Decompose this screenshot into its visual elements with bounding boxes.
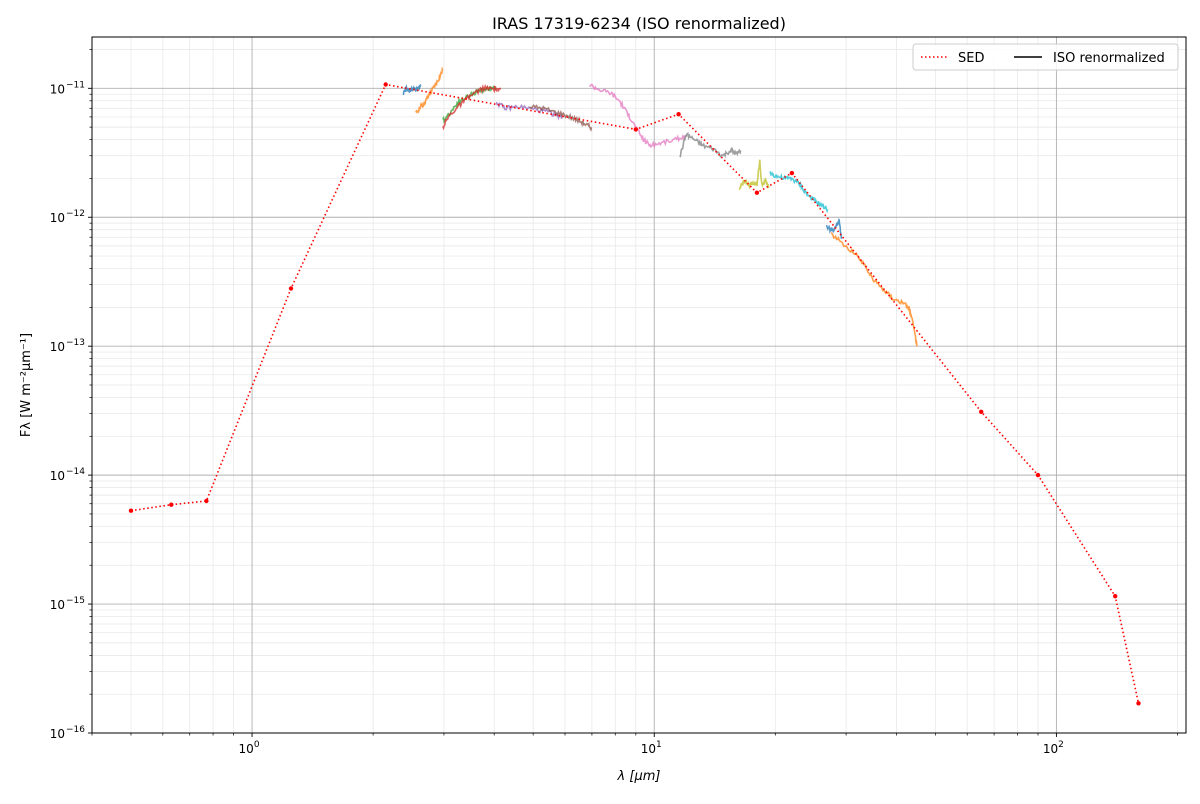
sed-point: [128, 508, 134, 513]
iso-spectrum-segment: [738, 159, 770, 190]
iso-spectrum-segment: [825, 218, 843, 239]
sed-point: [1136, 701, 1141, 706]
legend-sed-label: SED: [958, 51, 984, 66]
sed-point: [676, 112, 681, 117]
legend-iso-label: ISO renormalized: [1053, 51, 1165, 66]
chart-title: IRAS 17319-6234 (ISO renormalized): [492, 14, 786, 33]
x-axis-label: λ [μm]: [617, 769, 661, 784]
y-tick-label-exponent: −11: [66, 80, 85, 90]
iso-spectra: [402, 66, 918, 347]
x-tick-label: 102: [1043, 740, 1064, 756]
y-tick-label: 10: [50, 340, 65, 354]
y-tick-label-exponent: −15: [66, 596, 85, 606]
x-tick-label: 101: [641, 740, 662, 756]
iso-spectrum-segment: [414, 66, 444, 114]
sed-point: [169, 502, 174, 507]
y-tick-label: 10: [50, 727, 65, 741]
iso-spectrum-segment: [679, 131, 742, 159]
sed-point: [789, 170, 795, 176]
legend: SED ISO renormalized: [912, 43, 1179, 71]
x-tick-label: 100: [239, 740, 260, 756]
legend-box: [912, 43, 1179, 71]
sed-point: [754, 190, 760, 195]
sed-series: [128, 82, 1141, 706]
y-tick-label: 10: [50, 82, 65, 96]
iso-spectrum-segment: [529, 104, 593, 132]
iso-spectrum-segment: [830, 232, 918, 347]
y-tick-label-exponent: −13: [66, 338, 85, 348]
y-tick-label: 10: [50, 598, 65, 612]
iso-spectrum-segment: [769, 170, 829, 214]
sed-point: [204, 498, 209, 504]
sed-point: [633, 127, 638, 132]
sed-point: [288, 286, 294, 291]
iso-spectrum-segment: [442, 83, 502, 131]
iso-spectrum-segment: [495, 101, 563, 121]
minor-grid: [91, 37, 1186, 733]
y-tick-label: 10: [50, 211, 65, 225]
y-tick-label-exponent: −16: [66, 725, 85, 735]
sed-point: [383, 82, 388, 87]
axis-ticks: [88, 49, 1178, 737]
y-tick-label-exponent: −14: [66, 467, 85, 477]
y-tick-label: 10: [50, 469, 65, 483]
sed-point: [1113, 594, 1118, 599]
sed-point: [1035, 472, 1041, 478]
y-axis-label: Fλ [W m⁻²μm⁻¹]: [19, 333, 34, 437]
sed-point: [979, 409, 984, 414]
y-tick-label-exponent: −12: [66, 209, 85, 219]
major-grid: [92, 37, 1186, 734]
